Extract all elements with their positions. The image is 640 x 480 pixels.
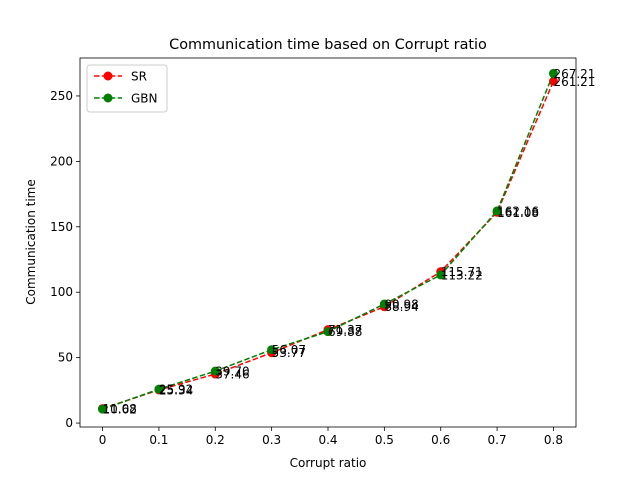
legend-marker-gbn [103, 93, 113, 103]
x-tick-label: 0 [99, 433, 107, 447]
y-tick-label: 150 [50, 220, 73, 234]
x-tick-label: 0.5 [375, 433, 394, 447]
data-label-sr: 261.21 [553, 75, 595, 89]
x-tick-label: 0.4 [318, 433, 337, 447]
data-point-gbn [492, 206, 502, 216]
legend-marker-sr [103, 71, 113, 81]
x-tick-label: 0.3 [262, 433, 281, 447]
data-point-gbn [210, 366, 220, 376]
data-label-gbn: 56.07 [272, 343, 306, 357]
data-label-sr: 88.94 [384, 300, 418, 314]
axis-ticks: 0 0.1 0.2 0.3 0.4 0.5 0.6 0.7 0.8 0 50 100 150 200 250 [50, 89, 563, 447]
data-label-gbn: 25.92 [159, 383, 193, 397]
x-tick-label: 0.8 [544, 433, 563, 447]
x-tick-label: 0.2 [206, 433, 225, 447]
y-tick-label: 50 [58, 351, 73, 365]
data-label-gbn: 69.88 [328, 325, 362, 339]
data-label-sr: 25.34 [159, 383, 193, 397]
y-tick-label: 0 [65, 416, 73, 430]
y-tick-label: 100 [50, 285, 73, 299]
data-label-gbn: 39.70 [215, 365, 249, 379]
data-label-gbn: 10.62 [103, 403, 137, 417]
data-label-sr: 37.46 [215, 368, 249, 382]
data-point-gbn [154, 384, 164, 394]
data-point-gbn [267, 345, 277, 355]
y-axis-label: Communication time [24, 179, 38, 305]
x-axis-label: Corrupt ratio [290, 456, 367, 470]
y-tick-label: 250 [50, 89, 73, 103]
series-layer [98, 68, 558, 414]
x-tick-label: 0.6 [431, 433, 450, 447]
x-tick-label: 0.7 [488, 433, 507, 447]
legend-label-gbn: GBN [131, 92, 158, 106]
data-point-gbn [548, 68, 558, 78]
data-label-sr: 71.37 [328, 323, 362, 337]
data-label-sr: 115.71 [441, 265, 483, 279]
x-tick-label: 0.1 [149, 433, 168, 447]
data-label-gbn: 162.16 [497, 204, 539, 218]
data-label-sr: 53.77 [272, 346, 306, 360]
chart-title: Communication time based on Corrupt rati… [169, 37, 487, 53]
plot-frame [79, 57, 577, 428]
data-labels: 11.08 25.34 37.46 53.77 71.37 88.94 115.71 161.… [103, 67, 596, 417]
data-point-gbn [379, 299, 389, 309]
data-point-gbn [98, 404, 108, 414]
data-label-gbn: 90.98 [384, 298, 418, 312]
data-label-gbn: 113.22 [441, 268, 483, 282]
data-point-gbn [436, 270, 446, 280]
legend-label-sr: SR [131, 70, 147, 84]
y-tick-label: 200 [50, 154, 73, 168]
data-label-sr: 11.08 [103, 402, 137, 416]
data-label-sr: 161.08 [497, 206, 539, 220]
legend: SR GBN [86, 64, 168, 113]
data-point-gbn [323, 327, 333, 337]
data-label-gbn: 267.21 [553, 67, 595, 81]
